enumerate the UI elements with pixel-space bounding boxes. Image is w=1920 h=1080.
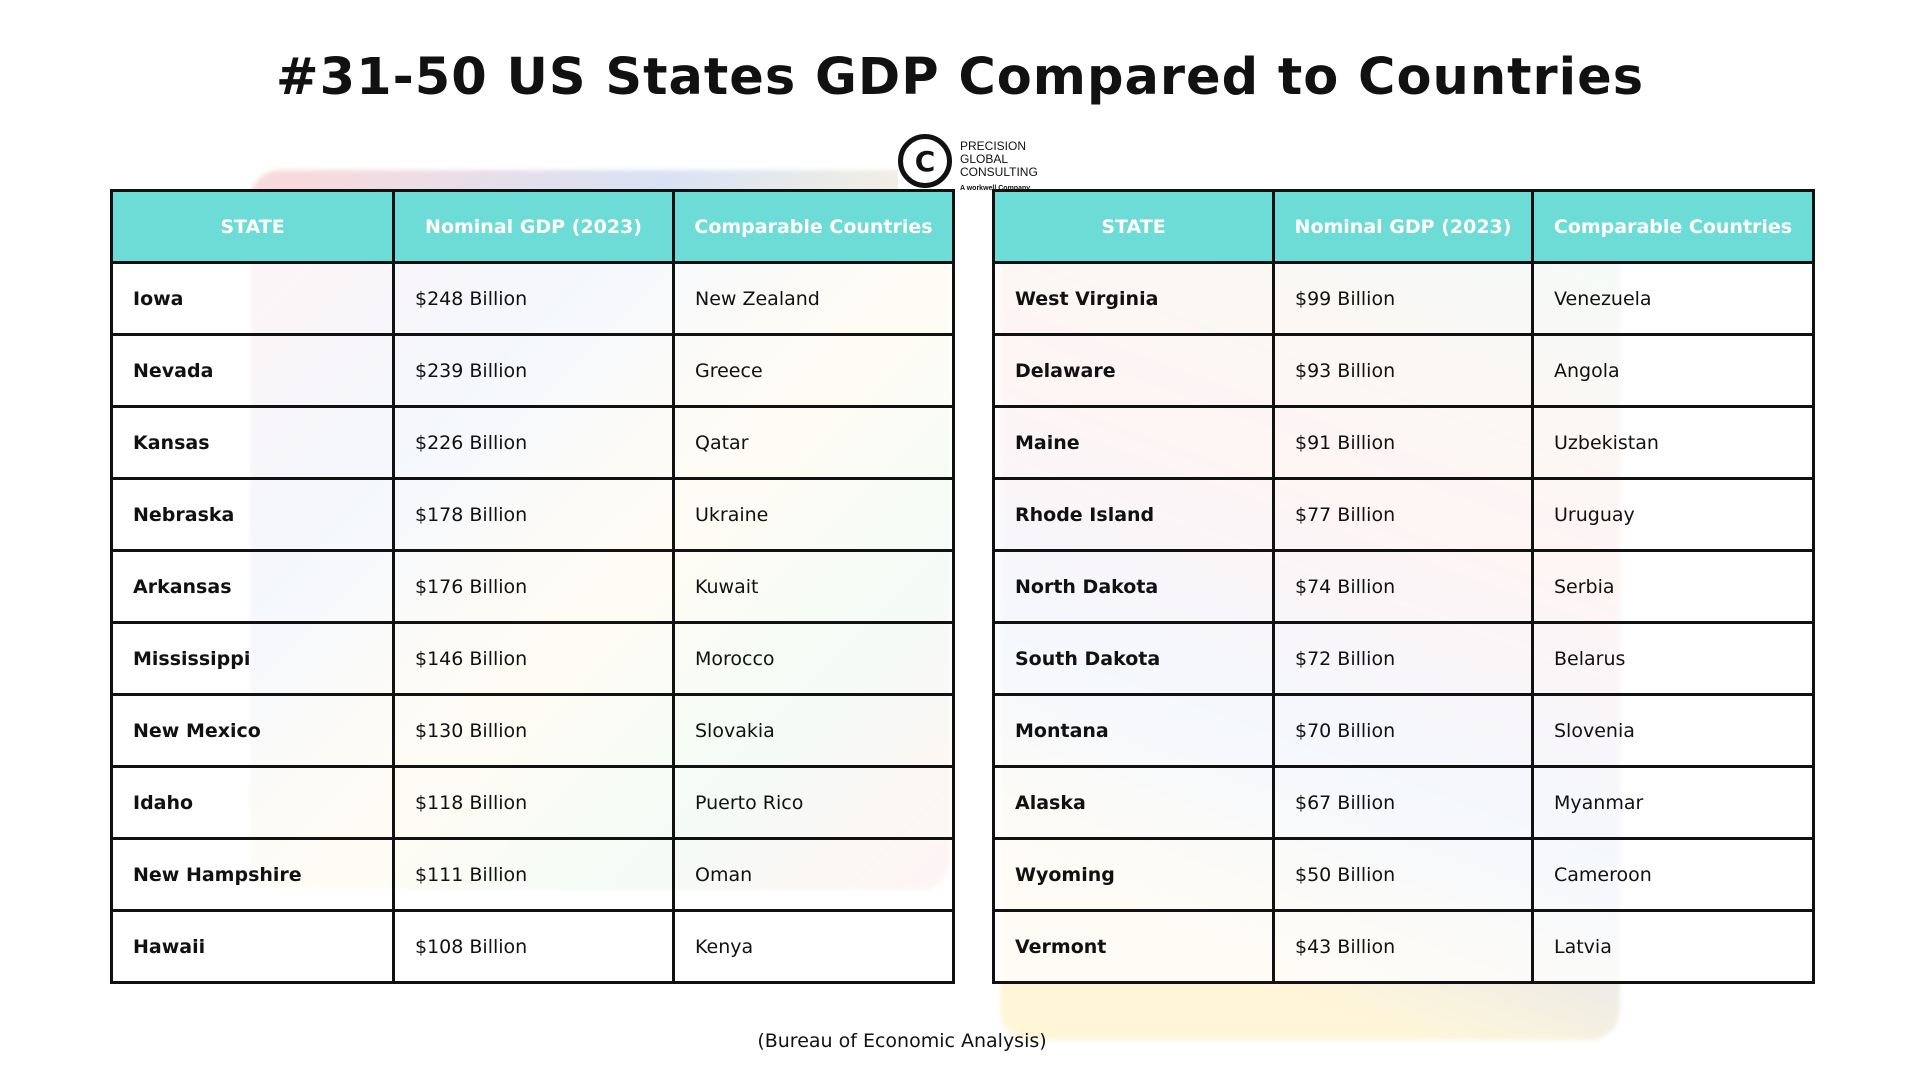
state-cell: Mississippi [110,621,395,696]
table-row: New Mexico $130 Billion Slovakia [110,693,955,768]
state-cell: North Dakota [992,549,1275,624]
table-row: Idaho $118 Billion Puerto Rico [110,765,955,840]
state-cell: Montana [992,693,1275,768]
state-cell: South Dakota [992,621,1275,696]
table-row: Mississippi $146 Billion Morocco [110,621,955,696]
state-cell: Hawaii [110,909,395,984]
state-cell: Idaho [110,765,395,840]
header-row: STATE Nominal GDP (2023) Comparable Countr… [992,189,1815,264]
country-cell: Cameroon [1531,837,1815,912]
state-cell: New Mexico [110,693,395,768]
gdp-cell: $93 Billion [1272,333,1534,408]
gdp-cell: $72 Billion [1272,621,1534,696]
page-title: #31-50 US States GDP Compared to Countri… [275,48,1645,107]
gdp-cell: $146 Billion [392,621,675,696]
country-cell: Uruguay [1531,477,1815,552]
table-row: Kansas $226 Billion Qatar [110,405,955,480]
gdp-cell: $43 Billion [1272,909,1534,984]
table-row: South Dakota $72 Billion Belarus [992,621,1815,696]
country-cell: Myanmar [1531,765,1815,840]
table-row: Arkansas $176 Billion Kuwait [110,549,955,624]
country-cell: Slovenia [1531,693,1815,768]
state-cell: Vermont [992,909,1275,984]
state-cell: Nevada [110,333,395,408]
column-header-country: Comparable Countries [672,189,955,264]
gdp-cell: $50 Billion [1272,837,1534,912]
country-cell: Belarus [1531,621,1815,696]
country-cell: Qatar [672,405,955,480]
source-footnote: (Bureau of Economic Analysis) [757,1030,1047,1052]
table-row: North Dakota $74 Billion Serbia [992,549,1815,624]
table-row: Nevada $239 Billion Greece [110,333,955,408]
country-cell: Puerto Rico [672,765,955,840]
state-cell: New Hampshire [110,837,395,912]
gdp-cell: $108 Billion [392,909,675,984]
state-cell: Maine [992,405,1275,480]
logo-line: CONSULTING [960,165,1038,179]
table-row: Iowa $248 Billion New Zealand [110,261,955,336]
gdp-cell: $91 Billion [1272,405,1534,480]
state-cell: Rhode Island [992,477,1275,552]
gdp-cell: $239 Billion [392,333,675,408]
country-cell: Uzbekistan [1531,405,1815,480]
table-row: Nebraska $178 Billion Ukraine [110,477,955,552]
company-logo: C PRECISION GLOBAL CONSULTING A workwell… [898,134,1058,198]
table-row: Hawaii $108 Billion Kenya [110,909,955,984]
state-cell: Iowa [110,261,395,336]
table-row: Rhode Island $77 Billion Uruguay [992,477,1815,552]
gdp-cell: $178 Billion [392,477,675,552]
state-cell: Nebraska [110,477,395,552]
column-header-gdp: Nominal GDP (2023) [392,189,675,264]
state-cell: Arkansas [110,549,395,624]
gdp-cell: $248 Billion [392,261,675,336]
logo-line: PRECISION [960,139,1027,153]
country-cell: Angola [1531,333,1815,408]
state-cell: Wyoming [992,837,1275,912]
gdp-cell: $176 Billion [392,549,675,624]
gdp-cell: $67 Billion [1272,765,1534,840]
state-cell: West Virginia [992,261,1275,336]
country-cell: Latvia [1531,909,1815,984]
country-cell: Morocco [672,621,955,696]
column-header-state: STATE [992,189,1275,264]
logo-tagline: A workwell Company [960,185,1030,192]
country-cell: Oman [672,837,955,912]
state-cell: Alaska [992,765,1275,840]
gdp-cell: $74 Billion [1272,549,1534,624]
states-table-right: STATE Nominal GDP (2023) Comparable Countr… [992,189,1815,984]
table-row: Alaska $67 Billion Myanmar [992,765,1815,840]
table-row: New Hampshire $111 Billion Oman [110,837,955,912]
column-header-state: STATE [110,189,395,264]
column-header-country: Comparable Countries [1531,189,1815,264]
country-cell: Kuwait [672,549,955,624]
logo-line: GLOBAL [960,152,1009,166]
gdp-cell: $130 Billion [392,693,675,768]
states-table-left: STATE Nominal GDP (2023) Comparable Countr… [110,189,955,984]
country-cell: Ukraine [672,477,955,552]
country-cell: New Zealand [672,261,955,336]
gdp-cell: $111 Billion [392,837,675,912]
gdp-cell: $99 Billion [1272,261,1534,336]
header-row: STATE Nominal GDP (2023) Comparable Countr… [110,189,955,264]
table-row: Delaware $93 Billion Angola [992,333,1815,408]
country-cell: Serbia [1531,549,1815,624]
country-cell: Venezuela [1531,261,1815,336]
country-cell: Greece [672,333,955,408]
country-cell: Kenya [672,909,955,984]
gdp-cell: $70 Billion [1272,693,1534,768]
state-cell: Kansas [110,405,395,480]
logo-mark-icon: C [898,134,952,188]
gdp-cell: $77 Billion [1272,477,1534,552]
gdp-cell: $226 Billion [392,405,675,480]
table-row: Wyoming $50 Billion Cameroon [992,837,1815,912]
table-row: West Virginia $99 Billion Venezuela [992,261,1815,336]
column-header-gdp: Nominal GDP (2023) [1272,189,1534,264]
country-cell: Slovakia [672,693,955,768]
table-row: Montana $70 Billion Slovenia [992,693,1815,768]
gdp-cell: $118 Billion [392,765,675,840]
table-row: Vermont $43 Billion Latvia [992,909,1815,984]
state-cell: Delaware [992,333,1275,408]
table-row: Maine $91 Billion Uzbekistan [992,405,1815,480]
